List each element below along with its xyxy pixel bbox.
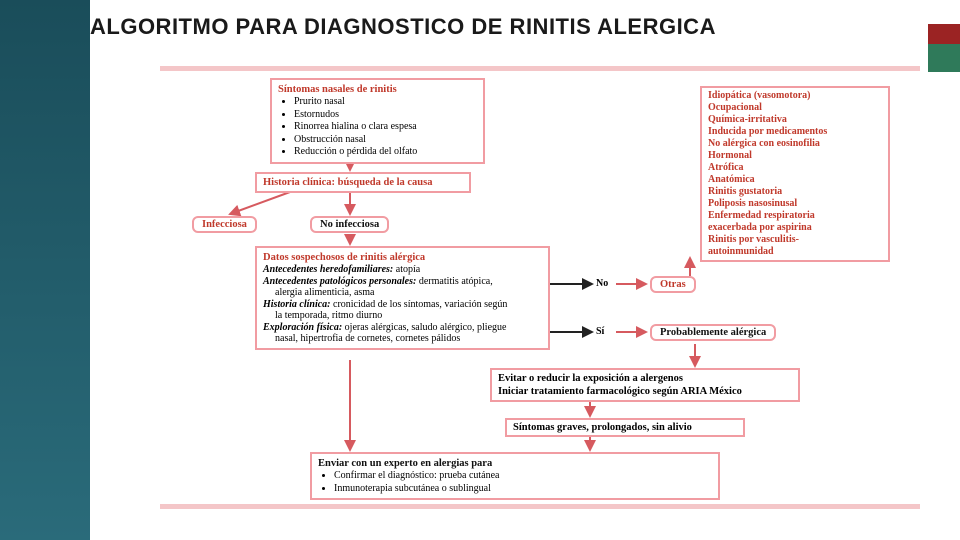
cause: Rinitis por vasculitis- [708,234,882,246]
cause: No alérgica con eosinofilia [708,138,882,150]
cause: Hormonal [708,150,882,162]
severe-text: Síntomas graves, prolongados, sin alivio [513,422,692,433]
susp-line: cronicidad de los síntomas, variación se… [331,299,508,310]
accent-bottom [928,44,960,72]
treatment-line1: Evitar o reducir la exposición a alergen… [498,372,792,385]
list-item: Inmunoterapia subcutánea o sublingual [334,483,712,496]
susp-line: ojeras alérgicas, saludo alérgico, plieg… [342,322,506,333]
susp-line: alergia alimenticia, asma [263,287,375,298]
box-treatment: Evitar o reducir la exposición a alergen… [490,368,800,402]
susp-line: la temporada, ritmo diurno [263,310,382,321]
cause: Poliposis nasosinusal [708,198,882,210]
cause: Ocupacional [708,102,882,114]
expert-list: Confirmar el diagnóstico: prueba cutánea… [334,470,712,495]
slide-main: ALGORITMO PARA DIAGNOSTICO DE RINITIS AL… [90,0,960,540]
susp-line: nasal, hipertrofia de cornetes, cornetes… [263,333,460,344]
cause: exacerbada por aspirina [708,222,882,234]
list-item: Reducción o pérdida del olfato [294,146,477,159]
history-header: Historia clínica: búsqueda de la causa [263,177,432,188]
box-suspicious: Datos sospechosos de rinitis alérgica An… [255,246,550,350]
cause: Rinitis gustatoria [708,186,882,198]
symptoms-list: Prurito nasal Estornudos Rinorrea hialin… [294,96,477,159]
pill-others: Otras [650,276,696,293]
cause: Atrófica [708,162,882,174]
symptoms-header: Síntomas nasales de rinitis [278,83,477,96]
accent-bar [928,24,960,72]
box-history: Historia clínica: búsqueda de la causa [255,172,471,193]
label-yes: Sí [596,326,604,338]
rule-bottom [160,504,920,509]
cause: autoinmunidad [708,246,882,258]
cause: Anatómica [708,174,882,186]
flowchart: Síntomas nasales de rinitis Prurito nasa… [160,66,920,514]
sidebar-gradient [0,0,90,540]
list-item: Obstrucción nasal [294,134,477,147]
list-item: Rinorrea hialina o clara espesa [294,121,477,134]
cause: Química-irritativa [708,114,882,126]
list-item: Estornudos [294,109,477,122]
box-other-causes: Idiopática (vasomotora) Ocupacional Quím… [700,86,890,262]
slide-title: ALGORITMO PARA DIAGNOSTICO DE RINITIS AL… [90,14,716,40]
susp-line: Historia clínica: [263,299,331,310]
expert-header: Enviar con un experto en alergias para [318,457,712,470]
susp-line: Antecedentes patológicos personales: [263,276,416,287]
rule-top [160,66,920,71]
list-item: Prurito nasal [294,96,477,109]
pill-non-infectious: No infecciosa [310,216,389,233]
susp-line: Exploración física: [263,322,342,333]
pill-label: No infecciosa [320,219,379,230]
cause: Inducida por medicamentos [708,126,882,138]
susp-line: dermatitis atópica, [416,276,492,287]
accent-top [928,24,960,44]
box-severe: Síntomas graves, prolongados, sin alivio [505,418,745,437]
pill-prob-allergic: Probablemente alérgica [650,324,776,341]
label-no: No [596,278,608,290]
pill-label: Probablemente alérgica [660,327,766,338]
pill-label: Otras [660,279,686,290]
box-expert: Enviar con un experto en alergias para C… [310,452,720,500]
pill-label: Infecciosa [202,219,247,230]
susp-line: Antecedentes heredofamiliares: [263,264,393,275]
box-symptoms: Síntomas nasales de rinitis Prurito nasa… [270,78,485,164]
pill-infectious: Infecciosa [192,216,257,233]
susp-line: atopía [393,264,420,275]
treatment-line2: Iniciar tratamiento farmacológico según … [498,385,792,398]
suspicious-header: Datos sospechosos de rinitis alérgica [263,251,542,264]
cause: Enfermedad respiratoria [708,210,882,222]
cause: Idiopática (vasomotora) [708,90,882,102]
list-item: Confirmar el diagnóstico: prueba cutánea [334,470,712,483]
